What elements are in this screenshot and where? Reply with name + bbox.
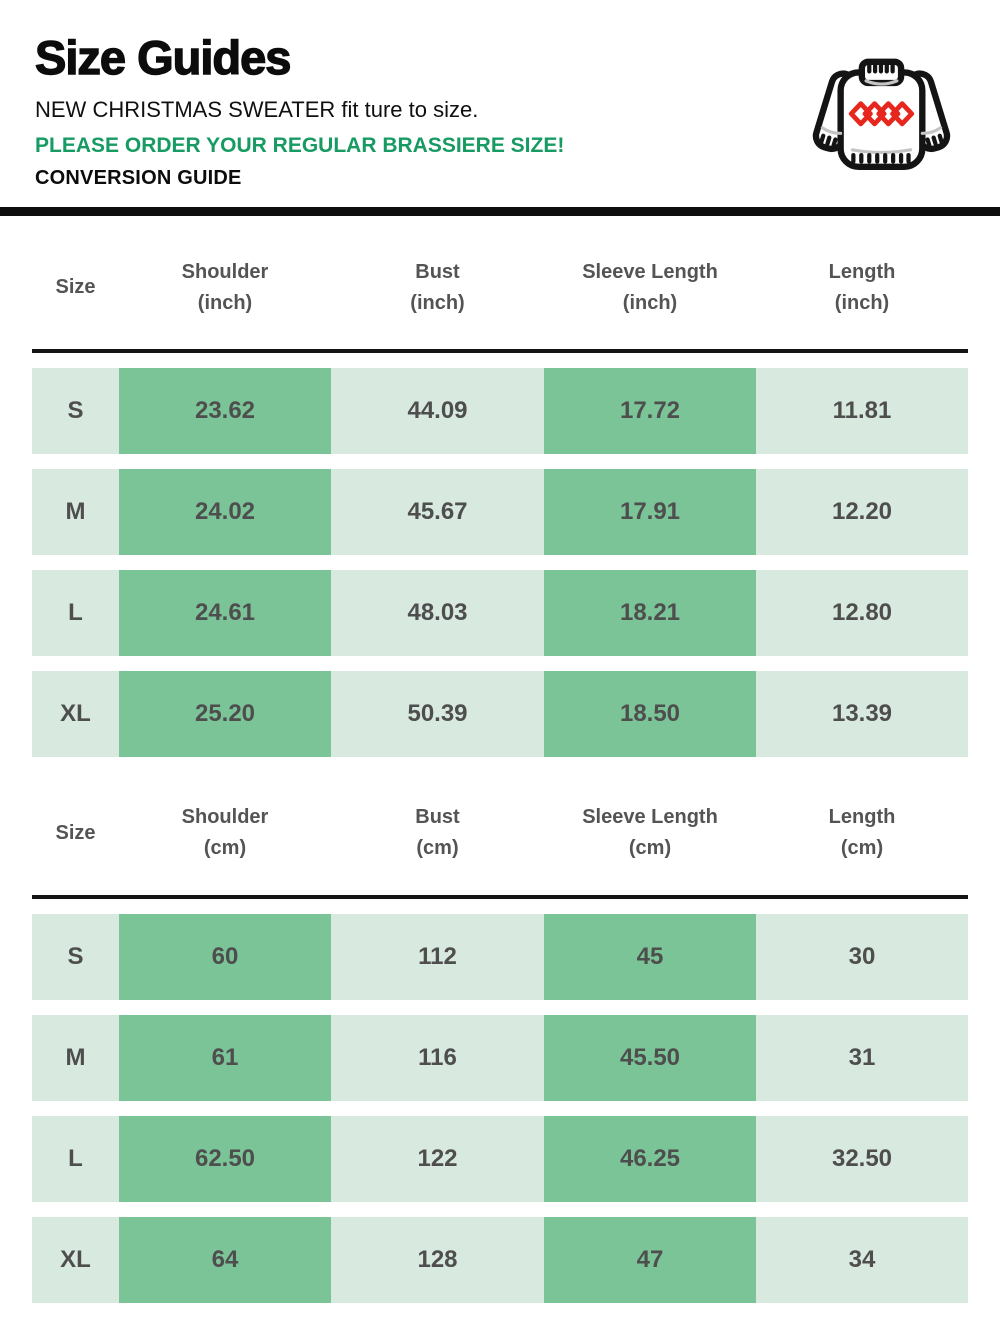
size-cell: XL [32, 671, 119, 757]
column-header-shoulder: Shoulder (inch) [181, 260, 269, 314]
sleeve-cell: 18.21 [544, 570, 756, 656]
shoulder-cell: 60 [119, 914, 331, 1000]
order-notice: PLEASE ORDER YOUR REGULAR BRASSIERE SIZE… [35, 133, 565, 157]
size-table-cm: Size Shoulder (cm) Bust (cm) Sleeve Leng… [32, 757, 968, 1303]
sleeve-cell: 45 [544, 914, 756, 1000]
size-cell: L [32, 1116, 119, 1202]
shoulder-cell: 64 [119, 1217, 331, 1303]
length-cell: 32.50 [756, 1116, 968, 1202]
column-header-length: Length (cm) [828, 806, 896, 859]
column-header-shoulder: Shoulder (cm) [181, 806, 269, 859]
table-row-l-inch: L 24.61 48.03 18.21 12.80 [32, 570, 968, 656]
table-header-cm: Size Shoulder (cm) Bust (cm) Sleeve Leng… [32, 757, 968, 899]
column-header-size: Size [55, 276, 96, 298]
bust-cell: 128 [331, 1217, 544, 1303]
shoulder-cell: 61 [119, 1015, 331, 1101]
column-header-size: Size [55, 821, 96, 844]
table-row-xl-cm: XL 64 128 47 34 [32, 1217, 968, 1303]
size-cell: S [32, 914, 119, 1000]
size-table-inch: Size Shoulder (inch) Bust (inch) Sleeve … [32, 216, 968, 757]
sleeve-cell: 46.25 [544, 1116, 756, 1202]
size-cell: XL [32, 1217, 119, 1303]
table-header-inch: Size Shoulder (inch) Bust (inch) Sleeve … [32, 216, 968, 353]
size-cell: S [32, 368, 119, 454]
table-row-xl-inch: XL 25.20 50.39 18.50 13.39 [32, 671, 968, 757]
shoulder-cell: 24.61 [119, 570, 331, 656]
bust-cell: 48.03 [331, 570, 544, 656]
table-row-l-cm: L 62.50 122 46.25 32.50 [32, 1116, 968, 1202]
length-cell: 13.39 [756, 671, 968, 757]
bust-cell: 45.67 [331, 469, 544, 555]
fit-note: NEW CHRISTMAS SWEATER fit ture to size. [35, 97, 479, 123]
bust-cell: 112 [331, 914, 544, 1000]
column-header-sleeve-length: Sleeve Length (cm) [582, 806, 718, 859]
sleeve-cell: 17.72 [544, 368, 756, 454]
conversion-guide-label: CONVERSION GUIDE [35, 166, 242, 189]
page-title: Size Guides [34, 31, 292, 84]
size-cell: M [32, 469, 119, 555]
bust-cell: 50.39 [331, 671, 544, 757]
shoulder-cell: 62.50 [119, 1116, 331, 1202]
sleeve-cell: 17.91 [544, 469, 756, 555]
bust-cell: 122 [331, 1116, 544, 1202]
diamond-pattern [848, 101, 915, 127]
table-row-m-inch: M 24.02 45.67 17.91 12.20 [32, 469, 968, 555]
length-cell: 12.80 [756, 570, 968, 656]
column-header-bust: Bust (cm) [415, 806, 460, 859]
bust-cell: 44.09 [331, 368, 544, 454]
table-row-m-cm: M 61 116 45.50 31 [32, 1015, 968, 1101]
section-divider [0, 207, 1000, 216]
bust-cell: 116 [331, 1015, 544, 1101]
column-header-bust: Bust (inch) [410, 260, 465, 314]
table-row-s-inch: S 23.62 44.09 17.72 11.81 [32, 368, 968, 454]
sleeve-cell: 45.50 [544, 1015, 756, 1101]
sweater-icon [812, 58, 952, 178]
sleeve-cell: 47 [544, 1217, 756, 1303]
page-header: Size Guides NEW CHRISTMAS SWEATER fit tu… [0, 0, 1000, 207]
size-cell: M [32, 1015, 119, 1101]
length-cell: 30 [756, 914, 968, 1000]
sleeve-cell: 18.50 [544, 671, 756, 757]
size-cell: L [32, 570, 119, 656]
length-cell: 11.81 [756, 368, 968, 454]
shoulder-cell: 24.02 [119, 469, 331, 555]
length-cell: 31 [756, 1015, 968, 1101]
column-header-length: Length (inch) [828, 260, 896, 314]
table-row-s-cm: S 60 112 45 30 [32, 914, 968, 1000]
column-header-sleeve-length: Sleeve Length (inch) [582, 260, 718, 314]
length-cell: 34 [756, 1217, 968, 1303]
shoulder-cell: 23.62 [119, 368, 331, 454]
length-cell: 12.20 [756, 469, 968, 555]
shoulder-cell: 25.20 [119, 671, 331, 757]
